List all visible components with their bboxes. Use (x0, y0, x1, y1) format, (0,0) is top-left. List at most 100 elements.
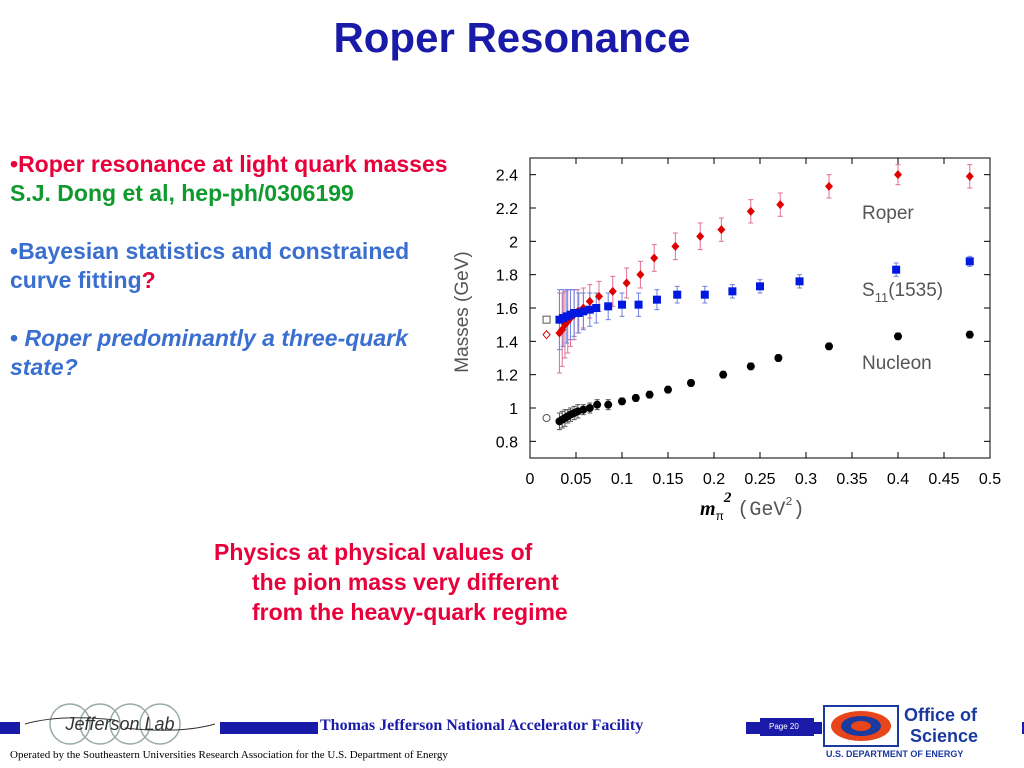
s11-sub: 11 (875, 290, 889, 305)
svg-text:U.S. DEPARTMENT OF ENERGY: U.S. DEPARTMENT OF ENERGY (826, 749, 963, 759)
bullet-item-bayesian: •Bayesian statistics and constrained cur… (10, 237, 450, 295)
roper-point (650, 253, 659, 263)
x-tick-label: 0.5 (979, 471, 1001, 488)
roper-point (636, 270, 645, 280)
y-tick-label: 1.8 (496, 268, 518, 285)
s11-1535-point (570, 309, 579, 317)
nucleon-extrapolated-point (542, 414, 551, 422)
roper-point (746, 206, 755, 216)
svg-text:Science: Science (910, 726, 978, 746)
bullet-text: Roper resonance at light quark masses (18, 151, 448, 177)
x-axis-symbol: m (700, 498, 716, 520)
s11-1535-point (892, 265, 901, 274)
physics-line-1: Physics at physical values of (214, 539, 533, 565)
s11-paren: (1535) (888, 280, 943, 301)
x-tick-label: 0.05 (560, 471, 591, 488)
x-axis-unit-superscript: 2 (785, 495, 792, 509)
x-axis-label: mπ2(GeV2) (700, 490, 805, 523)
series-label-roper: Roper (862, 203, 914, 224)
s11-1535-point (728, 287, 737, 296)
office-of-science-logo: Office of Science U.S. DEPARTMENT OF ENE… (822, 700, 1022, 762)
s11-1535-point (579, 307, 588, 316)
bullet-list: •Roper resonance at light quark masses S… (10, 150, 450, 411)
reference-text: S.J. Dong et al, hep-ph/0306199 (10, 180, 354, 206)
s11-1535-extrapolated-point (542, 315, 551, 324)
s11-1535-point (592, 304, 601, 312)
x-tick-label: 0.15 (652, 471, 683, 488)
physics-note: Physics at physical values of the pion m… (214, 537, 568, 627)
nucleon-point (965, 330, 974, 339)
roper-point (671, 241, 680, 251)
x-tick-label: 0.35 (836, 471, 867, 488)
x-tick-label: 0.2 (703, 471, 725, 488)
roper-point (622, 278, 631, 288)
roper-point (717, 225, 726, 235)
roper-point (965, 171, 974, 181)
operator-note: Operated by the Southeastern Universitie… (10, 749, 448, 761)
nucleon-point (579, 405, 588, 414)
roper-extrapolated-point (542, 329, 551, 340)
series-label-nucleon: Nucleon (862, 353, 932, 374)
bullet-marker: • (10, 238, 19, 264)
nucleon-point (604, 400, 613, 409)
y-tick-label: 2.4 (496, 168, 518, 185)
page-number: Page 20 (769, 722, 799, 731)
svg-text:Office of: Office of (904, 705, 978, 725)
s11-1535-point (965, 257, 974, 266)
nucleon-point (719, 370, 728, 379)
roper-point (608, 286, 617, 296)
nucleon-point (645, 390, 654, 399)
x-tick-label: 0.25 (744, 471, 775, 488)
bullet-text: Bayesian statistics and constrained curv… (10, 238, 410, 293)
s11-1535-point (574, 309, 583, 317)
nucleon-point (746, 362, 755, 371)
nucleon-point (618, 397, 626, 406)
bullet-item-roper: •Roper resonance at light quark masses S… (10, 150, 450, 208)
roper-point (696, 231, 705, 241)
footer-label-bg (318, 716, 746, 740)
x-tick-label: 0.3 (795, 471, 817, 488)
facility-name: Thomas Jefferson National Accelerator Fa… (320, 717, 644, 734)
nucleon-point (664, 385, 672, 394)
nucleon-point (687, 379, 695, 387)
physics-line-2: the pion mass very different (252, 569, 559, 595)
y-tick-label: 2 (509, 234, 518, 251)
page-title: Roper Resonance (333, 14, 691, 61)
x-axis-unit: (GeV (737, 499, 785, 522)
nucleon-point (825, 342, 833, 351)
nucleon-point (774, 354, 783, 362)
bullet-item-three-quark: • Roper predominantly a three-quark stat… (10, 324, 450, 382)
roper-point (825, 181, 833, 191)
roper-point (585, 296, 594, 306)
svg-text:Jefferson Lab: Jefferson Lab (64, 714, 174, 734)
y-tick-label: 1.2 (496, 368, 518, 385)
nucleon-point (585, 404, 594, 412)
x-axis-subscript: π (716, 509, 724, 523)
x-tick-label: 0.45 (928, 471, 959, 488)
jefferson-lab-logo: Jefferson Lab (20, 700, 220, 748)
nucleon-point (593, 400, 602, 409)
bullet-marker: • (10, 151, 19, 177)
question-mark: ? (141, 267, 156, 293)
roper-point (595, 291, 603, 301)
bullet-text: Roper predominantly a three-quark state? (10, 325, 408, 380)
y-tick-label: 1 (509, 401, 518, 418)
y-tick-label: 1.6 (496, 301, 518, 318)
y-tick-label: 1.4 (496, 334, 518, 351)
roper-point (776, 200, 785, 210)
s11-1535-point (673, 290, 682, 299)
s11-1535-point (585, 305, 594, 314)
x-tick-label: 0.4 (887, 471, 909, 488)
s11-1535-point (700, 290, 709, 299)
y-axis-label: Masses (GeV) (452, 251, 473, 372)
y-tick-label: 2.2 (496, 201, 518, 218)
series-label-s11: S11(1535) (862, 280, 943, 305)
x-axis-close: ) (793, 499, 805, 522)
physics-line-3: from the heavy-quark regime (252, 599, 568, 625)
bullet-marker: • (10, 325, 19, 351)
s11-1535-point (604, 302, 613, 311)
roper-point (894, 170, 902, 180)
s11-1535-point (795, 277, 804, 286)
s11-1535-point (618, 300, 626, 309)
